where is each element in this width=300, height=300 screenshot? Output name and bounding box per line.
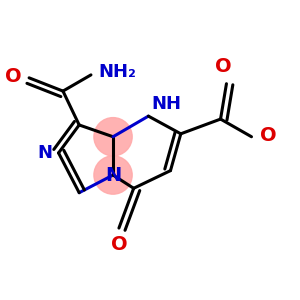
- Text: O: O: [215, 57, 232, 76]
- Text: O: O: [260, 126, 277, 145]
- Text: N: N: [105, 166, 121, 184]
- Circle shape: [94, 118, 132, 156]
- Text: O: O: [5, 67, 22, 86]
- Text: NH: NH: [151, 95, 181, 113]
- Text: O: O: [111, 236, 127, 254]
- Text: N: N: [38, 144, 53, 162]
- Circle shape: [94, 156, 132, 194]
- Text: NH₂: NH₂: [98, 63, 136, 81]
